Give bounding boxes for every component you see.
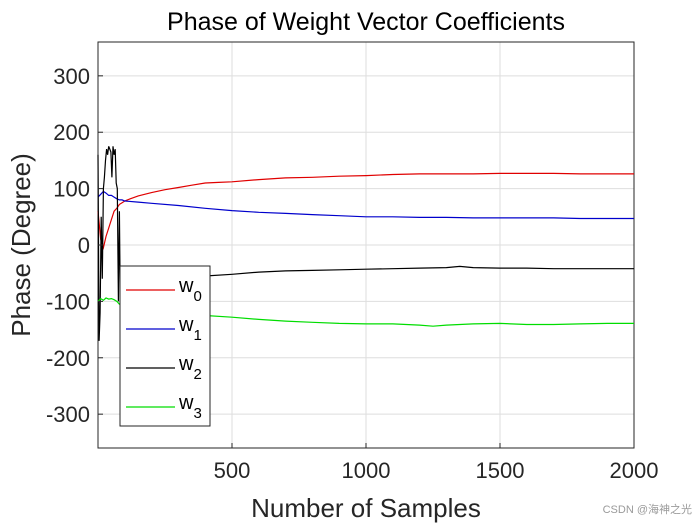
x-tick-label: 1000 [342, 458, 391, 483]
x-axis-ticks: 500 1000 1500 2000 [214, 443, 659, 483]
x-tick-label: 500 [214, 458, 251, 483]
y-tick-label: 100 [53, 177, 90, 202]
y-axis-ticks: -300 -200 -100 0 100 200 300 [46, 64, 103, 427]
y-axis-label: Phase (Degree) [6, 153, 36, 337]
series-line-w0 [97, 172, 634, 251]
legend-label-w0: w0 [178, 275, 202, 305]
legend-label-w2: w2 [178, 353, 202, 383]
legend-label-w1: w1 [178, 314, 202, 344]
x-tick-label: 2000 [610, 458, 659, 483]
watermark: CSDN @海神之光 [602, 504, 692, 516]
x-axis-label: Number of Samples [251, 493, 481, 523]
y-tick-label: -100 [46, 289, 90, 314]
legend: w0 w1 w2 w3 [119, 265, 211, 427]
x-tick-label: 1500 [476, 458, 525, 483]
y-tick-label: 0 [78, 233, 90, 258]
y-tick-label: -300 [46, 402, 90, 427]
legend-label-w3: w3 [178, 392, 202, 422]
legend-box [119, 265, 211, 427]
y-tick-label: 200 [53, 120, 90, 145]
chart-title: Phase of Weight Vector Coefficients [167, 8, 565, 36]
y-tick-label: -200 [46, 346, 90, 371]
y-tick-label: 300 [53, 64, 90, 89]
series-line-w3 [97, 297, 634, 327]
series-line-w1 [97, 190, 634, 220]
